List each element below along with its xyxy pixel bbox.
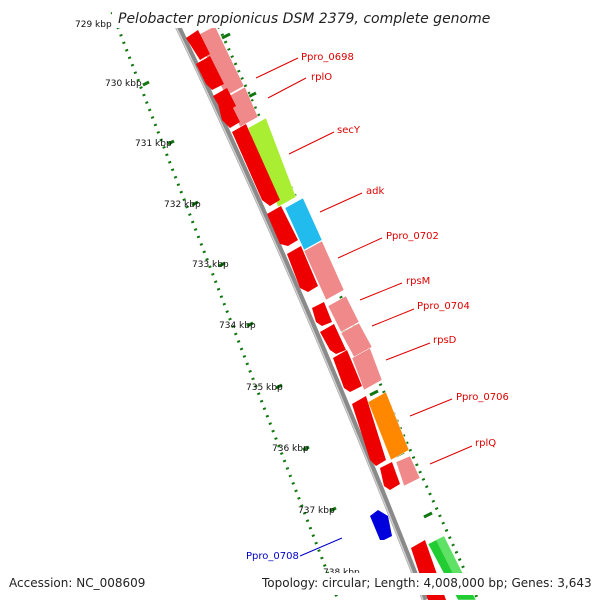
footer-background: [0, 573, 600, 595]
cds-arrow: [320, 324, 346, 354]
cds-arrow: [267, 206, 298, 246]
gene-ppro-0702-light: [303, 240, 345, 301]
gene-ppro-0708: [370, 510, 392, 540]
gene-labels: Ppro_0698 rplO secY adk Ppro_0702 rpsM P…: [246, 52, 509, 562]
dotted-ring-right: [210, 11, 480, 600]
tick-label: 737 kbp: [298, 506, 335, 516]
label-leaders: [255, 57, 473, 557]
cds-arrow: [287, 246, 318, 292]
gene-label: Ppro_0708: [246, 551, 299, 562]
gene-ppro-0706: [367, 391, 410, 461]
genome-summary-text: Topology: circular; Length: 4,008,000 bp…: [261, 576, 592, 590]
tick-label: 735 kbp: [246, 383, 283, 393]
genome-backbone: [167, 8, 428, 600]
cds-arrow: [352, 396, 386, 466]
cds-arrow: [186, 30, 210, 60]
cds-arrow: [312, 302, 332, 326]
gene-rplQ-light: [395, 455, 421, 487]
gene-rpsM-light: [327, 295, 360, 333]
gene-green-light: [436, 536, 462, 576]
gene-label: rpsD: [433, 335, 457, 346]
gene-label: Ppro_0706: [456, 392, 509, 403]
tick-label: 734 kbp: [219, 321, 256, 331]
gene-label: Ppro_0702: [386, 231, 439, 242]
tick-label: 730 kbp: [105, 79, 142, 89]
gene-ppro-0704-light: [340, 322, 373, 358]
gene-label: rpsM: [406, 276, 430, 287]
tick-label: 729 kbp: [75, 20, 112, 30]
cds-arrow: [333, 350, 362, 392]
gene-label: adk: [366, 186, 384, 197]
genome-backbone-highlight: [167, 9, 424, 600]
gene-label: rplQ: [475, 438, 496, 449]
tick-label: 731 kbp: [135, 139, 172, 149]
tick-label: 732 kbp: [164, 200, 201, 210]
gene-adk: [284, 197, 323, 251]
gene-label: secY: [337, 125, 361, 136]
tick-label: 733 kbp: [192, 260, 229, 270]
dotted-ring-left: [110, 11, 340, 600]
outer-feature-track: [195, 25, 477, 600]
cds-arrow: [380, 462, 400, 490]
tick-label: 736 kbp: [272, 444, 309, 454]
title-background: [112, 8, 490, 28]
gene-label: Ppro_0698: [301, 52, 354, 63]
gene-label: rplO: [311, 72, 332, 83]
cds-arrow: [196, 56, 224, 90]
cds-arrow: [232, 124, 280, 206]
map-title: Pelobacter propionicus DSM 2379, complet…: [118, 11, 490, 27]
accession-text: Accession: NC_008609: [9, 576, 145, 590]
gene-label: Ppro_0704: [417, 301, 470, 312]
gene-rpsD-light: [351, 347, 383, 391]
cds-arrow: [218, 98, 240, 128]
